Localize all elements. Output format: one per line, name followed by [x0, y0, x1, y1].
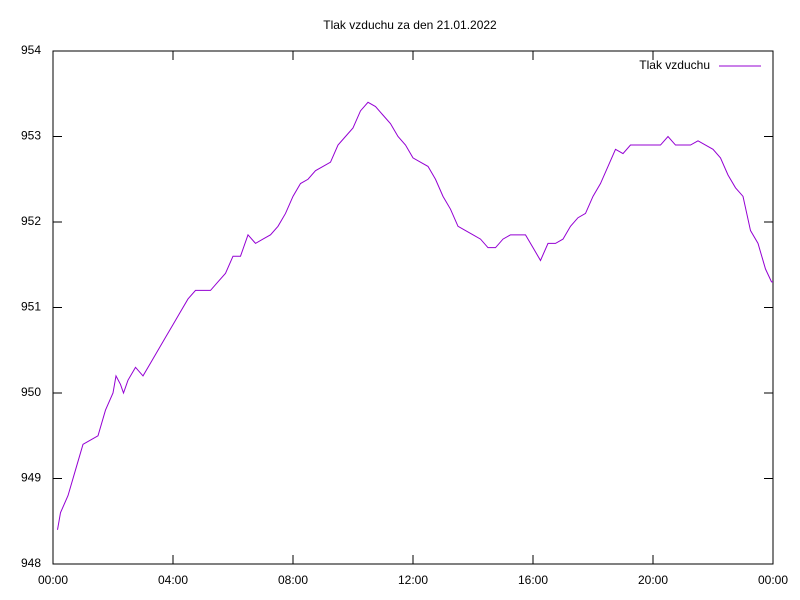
y-tick-label: 953	[21, 129, 41, 143]
x-tick-label: 12:00	[398, 573, 428, 587]
y-tick-label: 950	[21, 385, 41, 399]
y-tick-label: 952	[21, 214, 41, 228]
x-tick-label: 08:00	[278, 573, 308, 587]
chart-title: Tlak vzduchu za den 21.01.2022	[323, 18, 497, 32]
y-tick-label: 954	[21, 43, 41, 57]
data-line	[57, 101, 773, 530]
legend-label: Tlak vzduchu	[639, 58, 710, 72]
x-tick-label: 20:00	[638, 573, 668, 587]
x-tick-label: 00:00	[38, 573, 68, 587]
y-tick-label: 951	[21, 300, 41, 314]
x-tick-label: 00:00	[758, 573, 788, 587]
y-tick-label: 949	[21, 471, 41, 485]
x-tick-label: 16:00	[518, 573, 548, 587]
y-tick-label: 948	[21, 556, 41, 570]
x-tick-label: 04:00	[158, 573, 188, 587]
